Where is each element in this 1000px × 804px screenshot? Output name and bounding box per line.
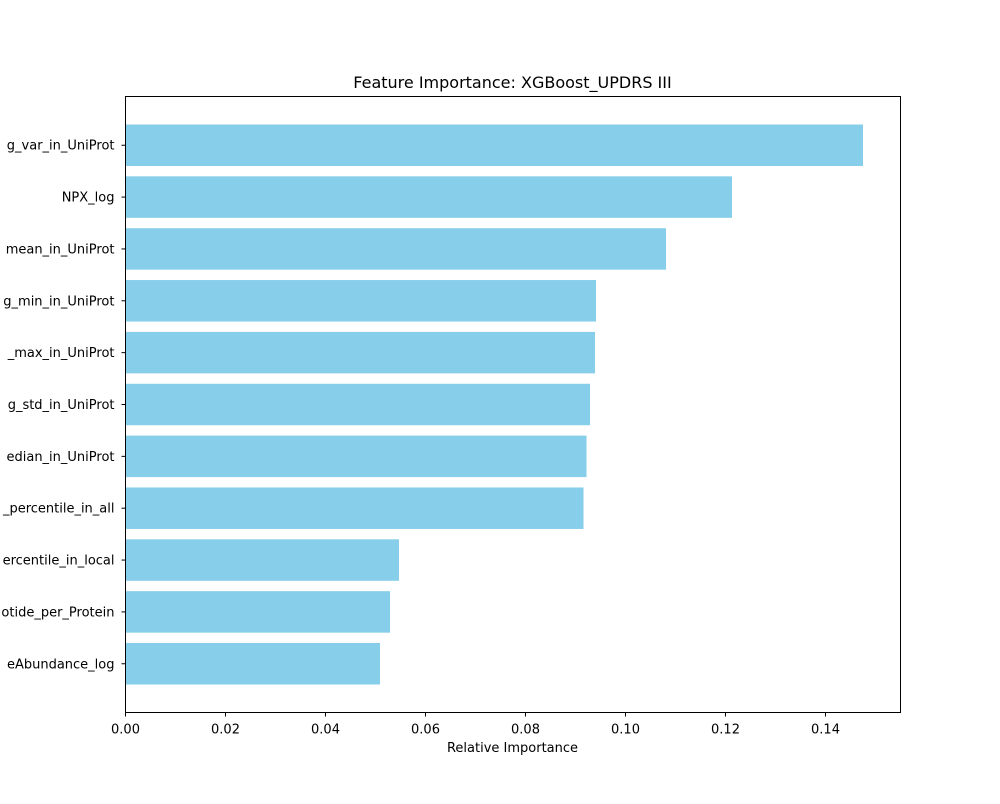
x-tick-label: 0.00 xyxy=(111,723,140,738)
x-tick-label: 0.04 xyxy=(311,723,340,738)
y-tick-label: g_min_in_UniProt xyxy=(3,294,114,309)
y-tick-label: mean_in_UniProt xyxy=(6,242,115,257)
x-tick-label: 0.10 xyxy=(611,723,640,738)
bar xyxy=(125,643,380,685)
y-tick-label: g_var_in_UniProt xyxy=(7,139,115,154)
x-tick-label: 0.14 xyxy=(811,723,840,738)
bar xyxy=(125,280,596,322)
y-tick-label: ercentile_in_local xyxy=(3,554,115,569)
y-tick-label: _percentile_in_all xyxy=(2,502,115,517)
bar xyxy=(125,176,732,218)
bar xyxy=(125,383,590,426)
x-tick-label: 0.02 xyxy=(211,723,240,738)
bar xyxy=(125,331,595,374)
bar xyxy=(125,124,863,166)
bars-group xyxy=(125,124,863,685)
x-tick-label: 0.08 xyxy=(511,723,540,738)
y-tick-label: _max_in_UniProt xyxy=(7,346,115,361)
y-tick-label: NPX_log xyxy=(62,191,115,206)
y-axis-ticks: g_var_in_UniProt NPX_log mean_in_UniProt g_… xyxy=(1,139,126,672)
x-axis-label: Relative Importance xyxy=(447,741,578,756)
y-tick-label: otide_per_Protein xyxy=(1,605,114,620)
chart-title: Feature Importance: XGBoost_UPDRS III xyxy=(353,73,671,93)
bar xyxy=(125,591,390,633)
y-tick-label: eAbundance_log xyxy=(7,657,115,672)
x-tick-label: 0.06 xyxy=(411,723,440,738)
plot-frame xyxy=(125,96,901,713)
bar xyxy=(125,228,666,270)
y-tick-label: g_std_in_UniProt xyxy=(8,398,115,413)
bar xyxy=(125,487,584,529)
x-tick-label: 0.12 xyxy=(711,723,740,738)
y-tick-label: edian_in_UniProt xyxy=(6,450,114,465)
bar xyxy=(125,539,399,581)
x-axis-ticks: 0.00 0.02 0.04 0.06 0.08 0.10 0.12 0.14 xyxy=(111,712,840,738)
bar xyxy=(125,435,587,478)
